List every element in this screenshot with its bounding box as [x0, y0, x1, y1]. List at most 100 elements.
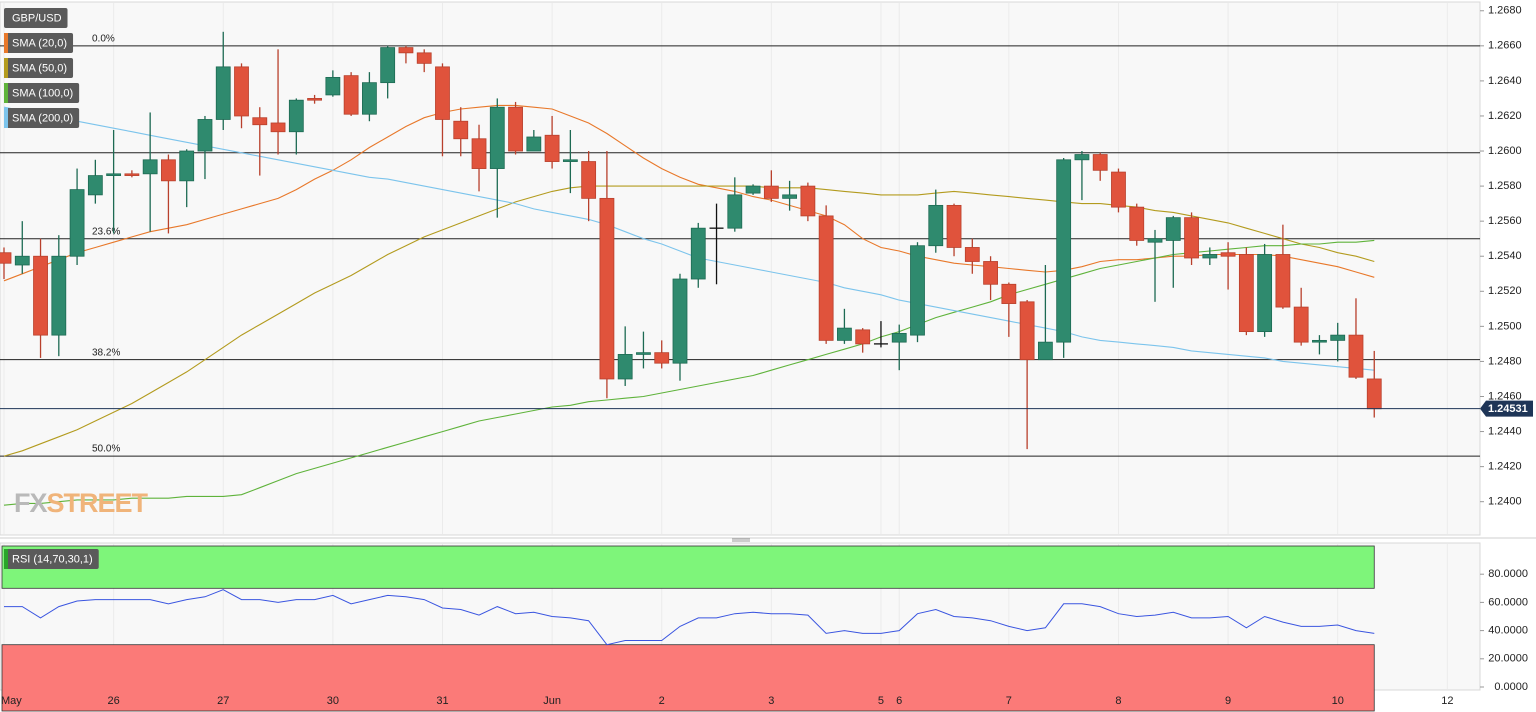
- candle-body: [654, 352, 670, 364]
- candle-body: [562, 159, 578, 162]
- legend-box: [4, 8, 68, 28]
- candle-body: [1293, 306, 1309, 343]
- x-tick-label: May: [1, 695, 22, 707]
- candle-body: [636, 352, 651, 355]
- sma-line: [3, 106, 1375, 371]
- candle-body: [1257, 254, 1273, 333]
- legend-item: SMA (50,0): [4, 58, 74, 78]
- candle-body: [1001, 283, 1017, 304]
- fib-label: 23.6%: [92, 226, 120, 237]
- candle-body: [252, 117, 268, 126]
- x-tick-label: 30: [327, 695, 339, 707]
- legend-swatch: [4, 108, 8, 128]
- sma-line: [3, 104, 1375, 282]
- candle-body: [1074, 154, 1090, 161]
- x-tick-label: 6: [896, 695, 902, 707]
- candle-body: [1366, 378, 1382, 410]
- candle-body: [818, 215, 834, 341]
- y-tick-label: 1.2480: [1488, 355, 1522, 367]
- legend-item: SMA (200,0): [4, 108, 80, 128]
- candle-body: [800, 185, 816, 217]
- candle-body: [745, 185, 761, 194]
- candle-body: [33, 255, 48, 336]
- x-tick-label: 8: [1115, 695, 1121, 707]
- candle-body: [1165, 217, 1181, 241]
- watermark-street: STREET: [47, 488, 149, 518]
- candle-body: [581, 161, 597, 199]
- divider-grip[interactable]: [732, 538, 750, 542]
- candle-body: [416, 52, 432, 64]
- x-tick-label: Jun: [543, 695, 561, 707]
- candle-body: [837, 327, 852, 341]
- fib-label: 50.0%: [92, 444, 120, 455]
- candle-body: [489, 106, 505, 169]
- candle-body: [161, 159, 176, 182]
- candle-body: [398, 47, 414, 54]
- candle-body: [1111, 171, 1126, 208]
- candle-body: [179, 150, 195, 182]
- legend-box: [4, 33, 74, 53]
- candle-body: [69, 189, 85, 257]
- sma-line: [3, 239, 1375, 506]
- candle-body: [727, 194, 743, 229]
- legend-item: RSI (14,70,30,1): [4, 549, 99, 569]
- candle-body: [690, 227, 706, 280]
- candle-body: [1184, 217, 1199, 259]
- y-tick-label: 1.2580: [1488, 180, 1522, 192]
- x-tick-label: 31: [436, 695, 448, 707]
- last-price-label: 1.24531: [1488, 403, 1528, 415]
- candle-body: [124, 173, 140, 176]
- candle-body: [1037, 341, 1053, 361]
- legend-box: [4, 58, 74, 78]
- candle-body: [1056, 159, 1072, 343]
- candle-body: [471, 138, 487, 169]
- legend-label: SMA (100,0): [12, 87, 73, 99]
- candle-body: [1092, 154, 1108, 171]
- x-tick-label: 3: [768, 695, 774, 707]
- legend-label: SMA (20,0): [12, 37, 67, 49]
- candle-body: [672, 278, 688, 364]
- y-tick-label: 0.0000: [1494, 681, 1528, 693]
- legend-swatch: [4, 33, 8, 53]
- legend-swatch: [4, 83, 8, 103]
- y-tick-label: 1.2400: [1488, 496, 1522, 508]
- candle-body: [763, 185, 779, 199]
- candle-body: [983, 261, 998, 285]
- candle-body: [782, 194, 798, 199]
- candle-body: [197, 119, 213, 152]
- candle-body: [51, 255, 67, 336]
- candle-body: [946, 204, 962, 248]
- candle-body: [891, 332, 907, 343]
- candle-body: [307, 98, 322, 101]
- x-tick-label: 26: [107, 695, 119, 707]
- y-tick-label: 40.0000: [1488, 625, 1528, 637]
- y-tick-label: 1.2680: [1488, 5, 1522, 17]
- watermark-fx: FX: [14, 488, 47, 518]
- legend-item: SMA (20,0): [4, 33, 74, 53]
- candle-body: [1129, 206, 1145, 241]
- x-tick-label: 10: [1332, 695, 1344, 707]
- candle-body: [1348, 334, 1364, 378]
- candle-body: [14, 255, 30, 266]
- candle-body: [1330, 334, 1346, 341]
- candle-body: [215, 66, 231, 120]
- rsi-line: [4, 589, 1375, 646]
- y-tick-label: 20.0000: [1488, 653, 1528, 665]
- candle-body: [1312, 339, 1327, 343]
- candle-body: [0, 252, 12, 264]
- legend-swatch: [4, 58, 8, 78]
- y-tick-label: 1.2540: [1488, 250, 1522, 262]
- candle-body: [928, 204, 944, 247]
- candle-body: [106, 173, 122, 176]
- legend-item: GBP/USD: [4, 8, 68, 28]
- candle-body: [361, 82, 377, 115]
- y-tick-label: 1.2620: [1488, 110, 1522, 122]
- candle-body: [435, 66, 450, 120]
- candle-body: [1202, 254, 1218, 259]
- candle-body: [380, 47, 396, 84]
- legend-label: SMA (50,0): [12, 62, 67, 74]
- legend-box: [4, 108, 80, 128]
- candle-body: [234, 66, 249, 117]
- y-tick-label: 1.2420: [1488, 461, 1522, 473]
